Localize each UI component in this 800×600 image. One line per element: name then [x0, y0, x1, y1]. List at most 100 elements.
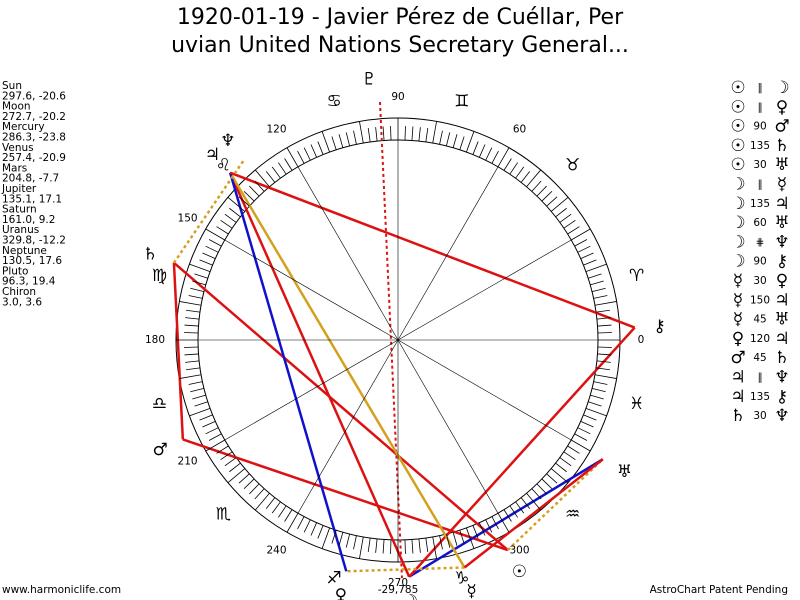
- ring-tick: [189, 263, 211, 272]
- ring-tick: [271, 166, 281, 179]
- planet-name: Chiron: [2, 286, 36, 298]
- planet-glyph: ☿: [466, 581, 476, 600]
- degree-label: 300: [509, 544, 529, 556]
- ring-tick: [321, 131, 330, 153]
- ring-tick: [497, 147, 510, 167]
- aspect-from: ☿: [733, 310, 743, 330]
- degree-label: 180: [145, 334, 165, 346]
- aspect-type: 90: [753, 121, 766, 133]
- ring-tick: [425, 128, 429, 143]
- degree-label: 0: [638, 334, 645, 346]
- aspect-from: ♂: [730, 348, 745, 368]
- ring-tick: [445, 132, 451, 147]
- ring-tick: [202, 420, 216, 428]
- ring-tick: [472, 141, 479, 155]
- aspect-line: [506, 458, 604, 551]
- ring-tick: [186, 309, 201, 313]
- ring-tick: [310, 522, 318, 536]
- ring-tick: [577, 245, 591, 253]
- ring-tick: [503, 509, 512, 522]
- degree-label: 120: [266, 124, 286, 136]
- ring-tick: [303, 147, 311, 161]
- aspect-type: 45: [753, 352, 766, 364]
- ring-tick: [546, 196, 558, 207]
- ring-tick: [310, 144, 318, 158]
- aspect-from: ☉: [730, 117, 745, 137]
- aspect-to: ♄: [774, 348, 789, 368]
- ring-tick: [331, 136, 337, 150]
- ring-tick: [541, 478, 553, 489]
- aspect-to: ♅: [774, 310, 789, 330]
- planet-name: Moon: [2, 101, 31, 113]
- footer-note: AstroChart Patent Pending: [650, 584, 788, 596]
- ring-tick: [515, 501, 525, 514]
- ring-tick: [216, 226, 229, 235]
- ring-tick: [597, 353, 612, 356]
- ring-tick: [593, 295, 608, 299]
- ring-tick: [254, 492, 270, 511]
- aspect-line: [346, 566, 465, 573]
- ring-tick: [249, 185, 260, 197]
- house-spoke: [224, 239, 399, 341]
- ring-tick: [574, 433, 588, 441]
- ring-tick: [559, 213, 572, 223]
- planet-glyph: ⚷: [653, 316, 665, 336]
- ring-tick: [550, 196, 569, 212]
- ring-tick: [555, 207, 567, 218]
- ring-tick: [588, 273, 602, 279]
- ring-tick: [317, 141, 324, 155]
- aspect-from: ☉: [730, 155, 745, 175]
- planet-position: 204.8, -7.7: [2, 173, 59, 185]
- aspect-line: [229, 171, 636, 329]
- ring-tick: [359, 121, 364, 144]
- ring-tick: [591, 387, 606, 393]
- zodiac-sign: ♎: [152, 394, 167, 414]
- ring-tick: [593, 381, 608, 385]
- planet-name: Uranus: [2, 224, 39, 236]
- ring-tick: [224, 213, 237, 223]
- ring-tick: [432, 536, 437, 559]
- aspect-to: ⚷: [776, 387, 788, 407]
- footer-link[interactable]: www.harmoniclife.com: [2, 584, 121, 596]
- planet-position: 130.5, 17.6: [2, 255, 62, 267]
- planet-position: 286.3, -23.8: [2, 132, 66, 144]
- ring-tick: [271, 501, 281, 514]
- ring-tick: [452, 134, 458, 148]
- ring-tick: [597, 324, 612, 327]
- ring-tick: [585, 263, 607, 272]
- ring-tick: [515, 166, 525, 179]
- planet-glyph: ♆: [220, 131, 235, 151]
- ring-tick: [194, 401, 208, 407]
- ring-tick: [432, 121, 437, 144]
- planet-name: Venus: [2, 142, 34, 154]
- aspect-from: ☉: [730, 136, 745, 156]
- aspect-type: 30: [753, 410, 766, 422]
- ring-tick: [425, 537, 429, 552]
- zodiac-sign: ♊: [454, 91, 469, 111]
- ring-tick: [199, 414, 213, 421]
- planet-position: 3.0, 3.6: [2, 296, 42, 308]
- ring-tick: [205, 439, 225, 452]
- ring-tick: [591, 287, 606, 293]
- ring-tick: [353, 130, 357, 145]
- ring-tick: [359, 536, 364, 559]
- ring-tick: [220, 451, 233, 460]
- ring-tick: [491, 516, 499, 530]
- ring-tick: [243, 191, 255, 202]
- aspect-to: ☽: [774, 78, 789, 98]
- aspect-type: ∥: [757, 179, 762, 191]
- aspect-line: [229, 172, 466, 569]
- ring-tick: [459, 530, 465, 544]
- ring-tick: [583, 259, 597, 266]
- ring-tick: [466, 527, 475, 549]
- aspect-line: [182, 438, 509, 552]
- planet-position: 161.0, 9.2: [2, 214, 55, 226]
- ring-tick: [338, 532, 344, 546]
- planet-glyph: ☉: [512, 562, 527, 582]
- ring-tick: [205, 245, 219, 253]
- aspect-line: [228, 172, 348, 572]
- ring-tick: [297, 150, 305, 164]
- ring-tick: [216, 445, 229, 454]
- house-spoke: [397, 339, 572, 441]
